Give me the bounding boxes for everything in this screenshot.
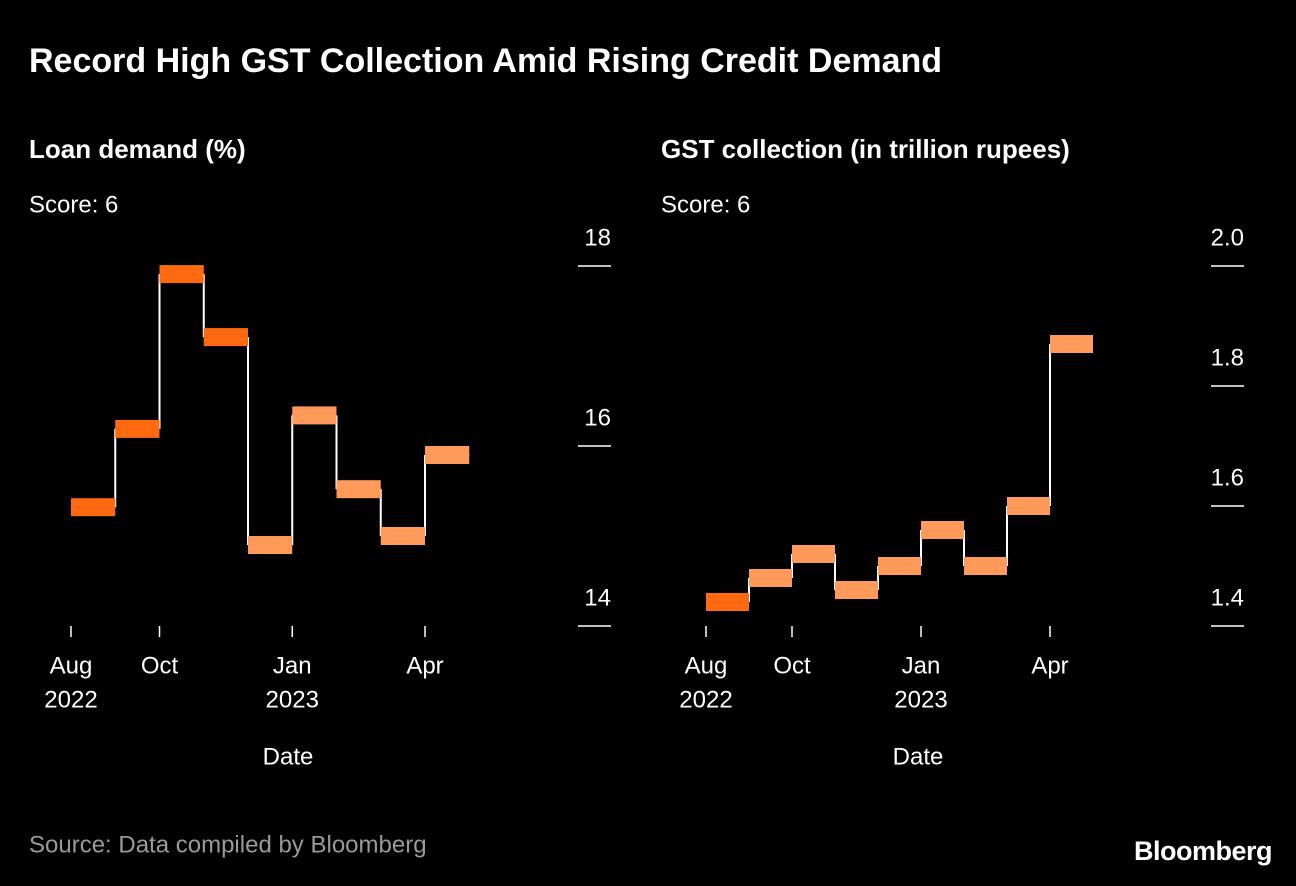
x-tick-year: 2023	[894, 686, 947, 713]
step-bar	[749, 569, 792, 587]
subchart-title: Loan demand (%)	[29, 134, 246, 164]
x-tick-label: Jan	[902, 652, 941, 679]
step-bar	[71, 498, 116, 517]
x-tick-label: Aug	[50, 652, 93, 679]
x-axis-label: Date	[893, 743, 944, 770]
subchart-title: GST collection (in trillion rupees)	[661, 134, 1070, 164]
y-tick-label: 16	[584, 404, 611, 431]
step-bar	[921, 521, 964, 539]
step-bar	[380, 527, 425, 545]
step-bar	[248, 536, 293, 554]
y-tick-label: 1.4	[1211, 584, 1244, 611]
subchart-subtitle: Score: 6	[661, 191, 750, 218]
step-bar	[1050, 335, 1093, 353]
y-tick-label: 14	[584, 584, 611, 611]
x-tick-label: Aug	[685, 652, 728, 679]
x-tick-year: 2022	[679, 686, 732, 713]
y-tick-label: 1.6	[1211, 464, 1244, 491]
step-bar	[1007, 497, 1050, 515]
step-bar	[159, 265, 204, 284]
step-bar	[203, 328, 248, 347]
x-axis-label: Date	[263, 743, 314, 770]
x-tick-label: Oct	[773, 652, 811, 679]
step-bar	[792, 545, 835, 563]
step-bar	[964, 557, 1007, 575]
source: Source: Data compiled by Bloomberg	[29, 831, 427, 858]
page-title: Record High GST Collection Amid Rising C…	[29, 42, 942, 80]
x-tick-year: 2022	[44, 686, 97, 713]
y-tick-label: 18	[584, 224, 611, 251]
x-tick-label: Oct	[141, 652, 179, 679]
step-bar	[292, 406, 337, 425]
x-tick-label: Jan	[273, 652, 312, 679]
y-tick-label: 2.0	[1211, 224, 1244, 251]
step-bar	[336, 480, 381, 499]
x-tick-label: Apr	[406, 652, 443, 679]
step-bar	[706, 593, 749, 611]
step-bar	[835, 581, 878, 599]
step-bar	[878, 557, 921, 575]
x-tick-label: Apr	[1031, 652, 1068, 679]
y-tick-label: 1.8	[1211, 344, 1244, 371]
step-bar	[115, 419, 160, 438]
logo: Bloomberg	[1134, 836, 1272, 866]
subchart-subtitle: Score: 6	[29, 191, 118, 218]
step-bar	[425, 446, 470, 464]
x-tick-year: 2023	[266, 686, 319, 713]
